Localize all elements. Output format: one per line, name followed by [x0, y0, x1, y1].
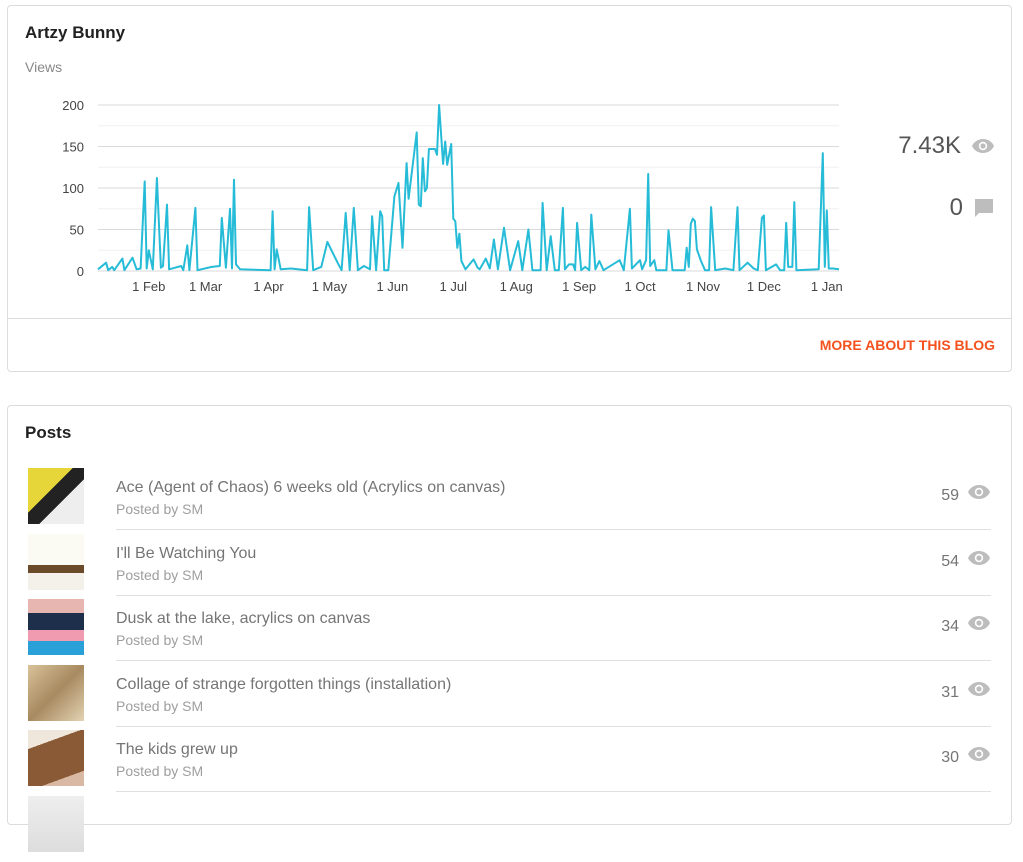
x-tick-label: 1 Jun [376, 279, 408, 294]
x-tick-label: 1 May [312, 279, 348, 294]
post-view-count: 54 [941, 553, 959, 571]
post-thumbnail[interactable] [28, 796, 84, 852]
post-title[interactable]: Dusk at the lake, acrylics on canvas [116, 610, 370, 628]
post-thumbnail[interactable] [28, 730, 84, 786]
post-view-count: 59 [941, 487, 959, 505]
y-tick-label: 0 [77, 264, 84, 279]
post-byline: Posted by SM [116, 567, 203, 583]
post-thumbnail[interactable] [28, 468, 84, 524]
post-thumbnail[interactable] [28, 665, 84, 721]
x-tick-label: 1 Jul [440, 279, 468, 294]
row-divider [116, 595, 991, 596]
post-row[interactable]: The kids grew up Posted by SM 30 [28, 730, 991, 796]
y-tick-label: 50 [70, 223, 84, 238]
y-tick-label: 150 [62, 140, 84, 155]
y-tick-label: 100 [62, 181, 84, 196]
y-tick-label: 200 [62, 98, 84, 113]
post-view-count: 30 [941, 749, 959, 767]
total-views-stat: 7.43K [898, 132, 995, 160]
post-row[interactable]: Dusk at the lake, acrylics on canvas Pos… [28, 599, 991, 665]
x-tick-label: 1 Nov [686, 279, 720, 294]
post-row[interactable]: Ace (Agent of Chaos) 6 weeks old (Acryli… [28, 468, 991, 534]
posts-title: Posts [25, 423, 71, 443]
post-title[interactable]: I'll Be Watching You [116, 545, 256, 563]
row-divider [116, 791, 991, 792]
total-comments-value: 0 [950, 194, 963, 222]
x-tick-label: 1 Mar [189, 279, 223, 294]
total-comments-stat: 0 [950, 194, 995, 222]
x-tick-label: 1 Sep [562, 279, 596, 294]
post-row[interactable] [28, 796, 991, 862]
post-byline: Posted by SM [116, 501, 203, 517]
x-tick-label: 1 Feb [132, 279, 165, 294]
post-byline: Posted by SM [116, 763, 203, 779]
eye-icon [967, 746, 991, 762]
post-row[interactable]: Collage of strange forgotten things (ins… [28, 665, 991, 731]
x-tick-label: 1 Aug [500, 279, 533, 294]
x-tick-label: 1 Jan [811, 279, 843, 294]
eye-icon [971, 138, 995, 154]
post-title[interactable]: Collage of strange forgotten things (ins… [116, 676, 451, 694]
x-tick-label: 1 Oct [625, 279, 656, 294]
comment-icon [973, 197, 995, 219]
eye-icon [967, 484, 991, 500]
x-tick-label: 1 Dec [747, 279, 781, 294]
post-thumbnail[interactable] [28, 599, 84, 655]
post-view-count: 31 [941, 684, 959, 702]
post-title[interactable]: Ace (Agent of Chaos) 6 weeks old (Acryli… [116, 479, 506, 497]
views-chart: 0 50 100 150 200 1 Feb 1 Mar 1 Apr 1 May 1 Jun 1 J… [8, 6, 1008, 306]
post-row[interactable]: I'll Be Watching You Posted by SM 54 [28, 534, 991, 600]
row-divider [116, 726, 991, 727]
card-divider [8, 318, 1011, 319]
eye-icon [967, 615, 991, 631]
post-byline: Posted by SM [116, 698, 203, 714]
post-view-count: 34 [941, 618, 959, 636]
more-about-blog-link[interactable]: MORE ABOUT THIS BLOG [820, 337, 995, 353]
eye-icon [967, 681, 991, 697]
row-divider [116, 660, 991, 661]
eye-icon [967, 550, 991, 566]
post-title[interactable]: The kids grew up [116, 741, 238, 759]
post-byline: Posted by SM [116, 632, 203, 648]
post-thumbnail[interactable] [28, 534, 84, 590]
x-tick-label: 1 Apr [253, 279, 284, 294]
row-divider [116, 529, 991, 530]
posts-card: Posts Ace (Agent of Chaos) 6 weeks old (… [7, 405, 1012, 825]
total-views-value: 7.43K [898, 132, 961, 160]
